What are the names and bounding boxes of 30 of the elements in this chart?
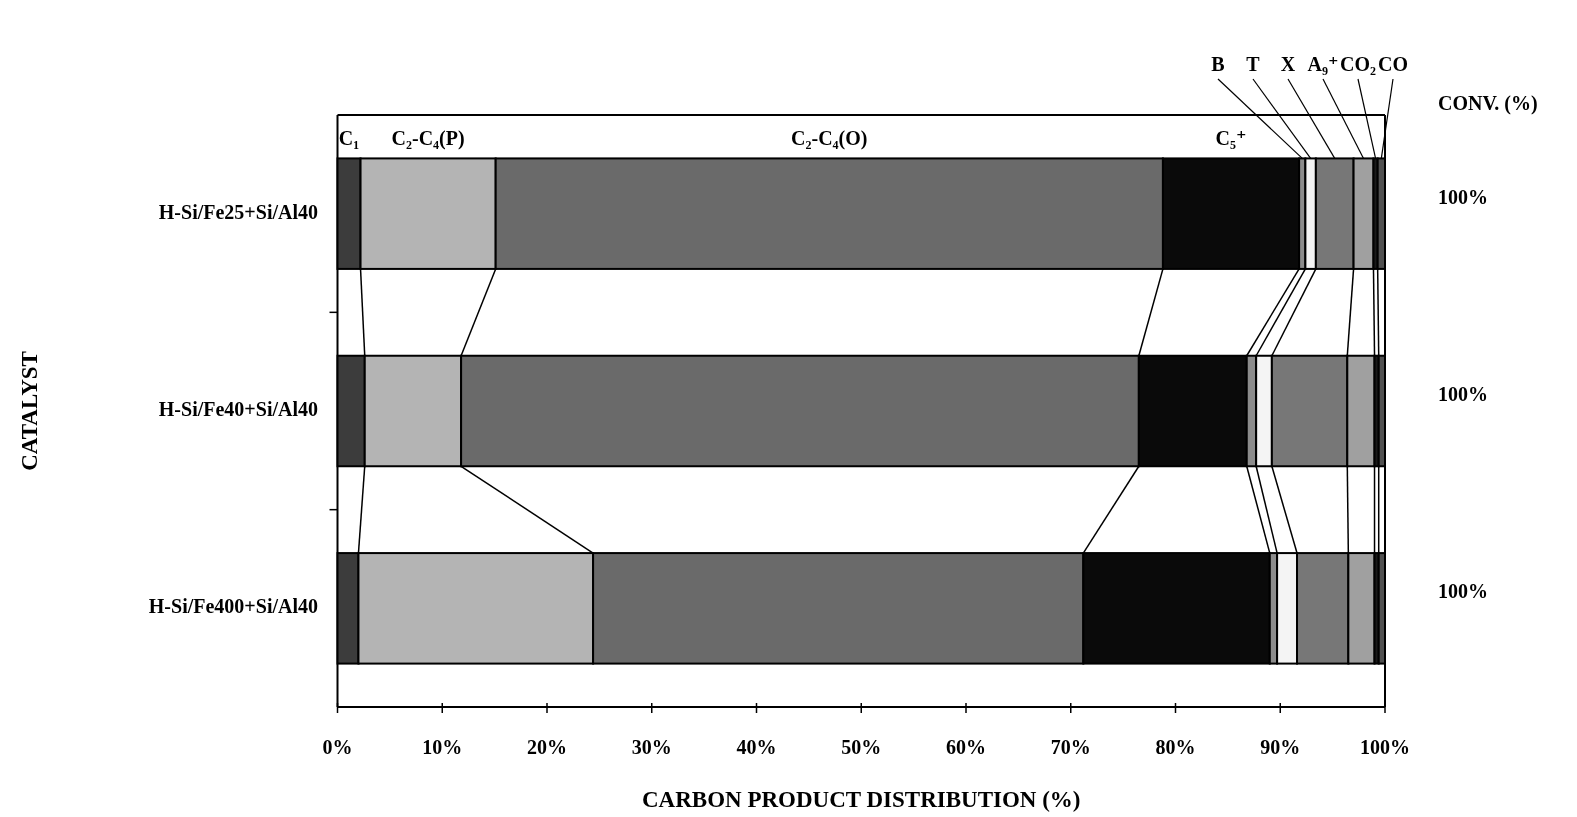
x-tick-label: 50%	[841, 735, 882, 758]
y-tick-label: H-Si/Fe25+Si/Al40	[158, 200, 318, 223]
text: B	[1211, 52, 1225, 75]
x-tick-label: 80%	[1155, 735, 1196, 758]
series-label: C₁	[338, 127, 360, 150]
x-axis-title: CARBON PRODUCT DISTRIBUTION (%)	[641, 787, 1081, 813]
text: 100%	[1438, 185, 1488, 208]
x-tick-label: 0%	[322, 735, 353, 758]
x-tick-label: 90%	[1260, 735, 1301, 758]
text: 100%	[1438, 382, 1488, 405]
text: A₉⁺	[1307, 52, 1339, 75]
series-label: C₂-C₄(O)	[791, 127, 868, 151]
text: CO	[1378, 52, 1408, 75]
x-tick-label: 10%	[422, 735, 463, 758]
text: CONV. (%)	[1438, 91, 1538, 115]
text: CO₂	[1340, 52, 1376, 75]
x-tick-label: 40%	[736, 735, 777, 758]
text: 100%	[1438, 579, 1488, 602]
x-tick-label: 100%	[1360, 735, 1410, 758]
x-tick-label: 70%	[1050, 735, 1091, 758]
y-tick-label: H-Si/Fe400+Si/Al40	[148, 594, 318, 617]
text: T	[1246, 52, 1261, 75]
y-axis-title: CATALYST	[17, 351, 43, 471]
x-tick-label: 60%	[946, 735, 986, 758]
text: X	[1280, 52, 1296, 75]
x-tick-label: 30%	[631, 735, 672, 758]
series-label: C₅⁺	[1215, 127, 1247, 150]
series-label: C₂-C₄(P)	[391, 127, 465, 151]
x-tick-label: 20%	[527, 735, 567, 758]
y-tick-label: H-Si/Fe40+Si/Al40	[158, 397, 318, 420]
